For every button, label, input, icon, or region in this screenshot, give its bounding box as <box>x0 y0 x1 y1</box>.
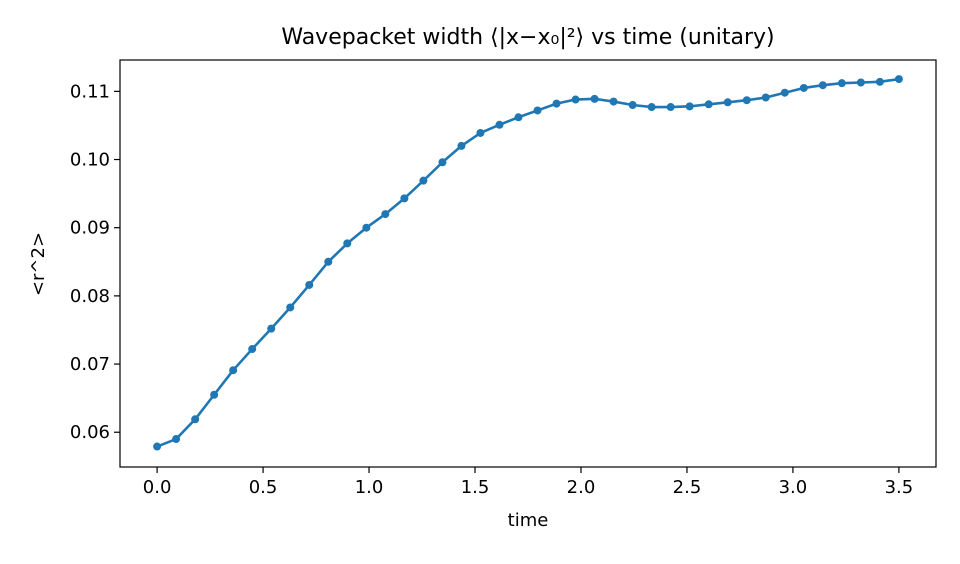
data-point <box>780 88 789 97</box>
y-tick-label: 0.06 <box>70 422 110 443</box>
data-point <box>438 158 447 167</box>
y-tick-label: 0.10 <box>70 150 110 171</box>
data-point <box>305 280 314 289</box>
data-point <box>267 324 276 333</box>
series-line <box>155 77 901 448</box>
x-tick-label: 3.0 <box>779 477 808 498</box>
data-point <box>875 77 884 86</box>
data-point <box>856 78 865 87</box>
data-point <box>609 97 618 106</box>
data-point <box>552 99 561 108</box>
data-point <box>685 102 694 111</box>
x-tick-label: 0.5 <box>249 477 278 498</box>
data-point <box>286 303 295 312</box>
x-tick-label: 0.0 <box>143 477 172 498</box>
data-point <box>476 128 485 137</box>
data-point <box>837 79 846 88</box>
x-axis-ticks: 0.0 0.5 1.0 1.5 2.0 2.5 3.0 3.5 <box>143 467 913 498</box>
y-tick-label: 0.08 <box>70 286 110 307</box>
data-point <box>799 83 808 92</box>
data-point <box>343 239 352 248</box>
data-point <box>761 93 770 102</box>
data-point <box>495 120 504 129</box>
y-axis-label: <r^2> <box>28 232 49 296</box>
data-point <box>533 106 542 115</box>
y-tick-label: 0.09 <box>70 218 110 239</box>
data-point <box>647 103 656 112</box>
data-point <box>894 75 903 84</box>
data-point <box>590 94 599 103</box>
plot-frame <box>119 59 937 468</box>
data-point <box>381 210 390 219</box>
data-point <box>324 257 333 266</box>
data-point <box>742 96 751 105</box>
data-point <box>153 442 162 451</box>
data-point <box>571 95 580 104</box>
data-point <box>628 100 637 109</box>
data-point <box>248 345 257 354</box>
x-tick-label: 1.0 <box>355 477 384 498</box>
x-tick-label: 2.0 <box>567 477 596 498</box>
data-point <box>514 113 523 122</box>
x-axis-label: time <box>508 510 549 531</box>
data-point <box>400 194 409 203</box>
x-tick-label: 3.5 <box>885 477 914 498</box>
data-point <box>723 98 732 107</box>
data-point <box>362 223 371 232</box>
data-point <box>191 415 200 424</box>
data-point <box>172 435 181 444</box>
data-point <box>666 103 675 112</box>
data-point <box>229 366 238 375</box>
data-point <box>704 100 713 109</box>
data-point <box>457 141 466 150</box>
data-point <box>818 81 827 90</box>
y-tick-label: 0.11 <box>70 81 110 102</box>
y-axis-ticks: 0.06 0.07 0.08 0.09 0.10 0.11 <box>70 81 120 443</box>
x-tick-label: 1.5 <box>461 477 490 498</box>
series-layer <box>153 75 903 451</box>
data-point <box>210 390 219 399</box>
data-point <box>419 176 428 185</box>
x-tick-label: 2.5 <box>673 477 702 498</box>
chart-title: Wavepacket width ⟨|x−x₀|²⟩ vs time (unit… <box>281 25 774 50</box>
y-tick-label: 0.07 <box>70 354 110 375</box>
